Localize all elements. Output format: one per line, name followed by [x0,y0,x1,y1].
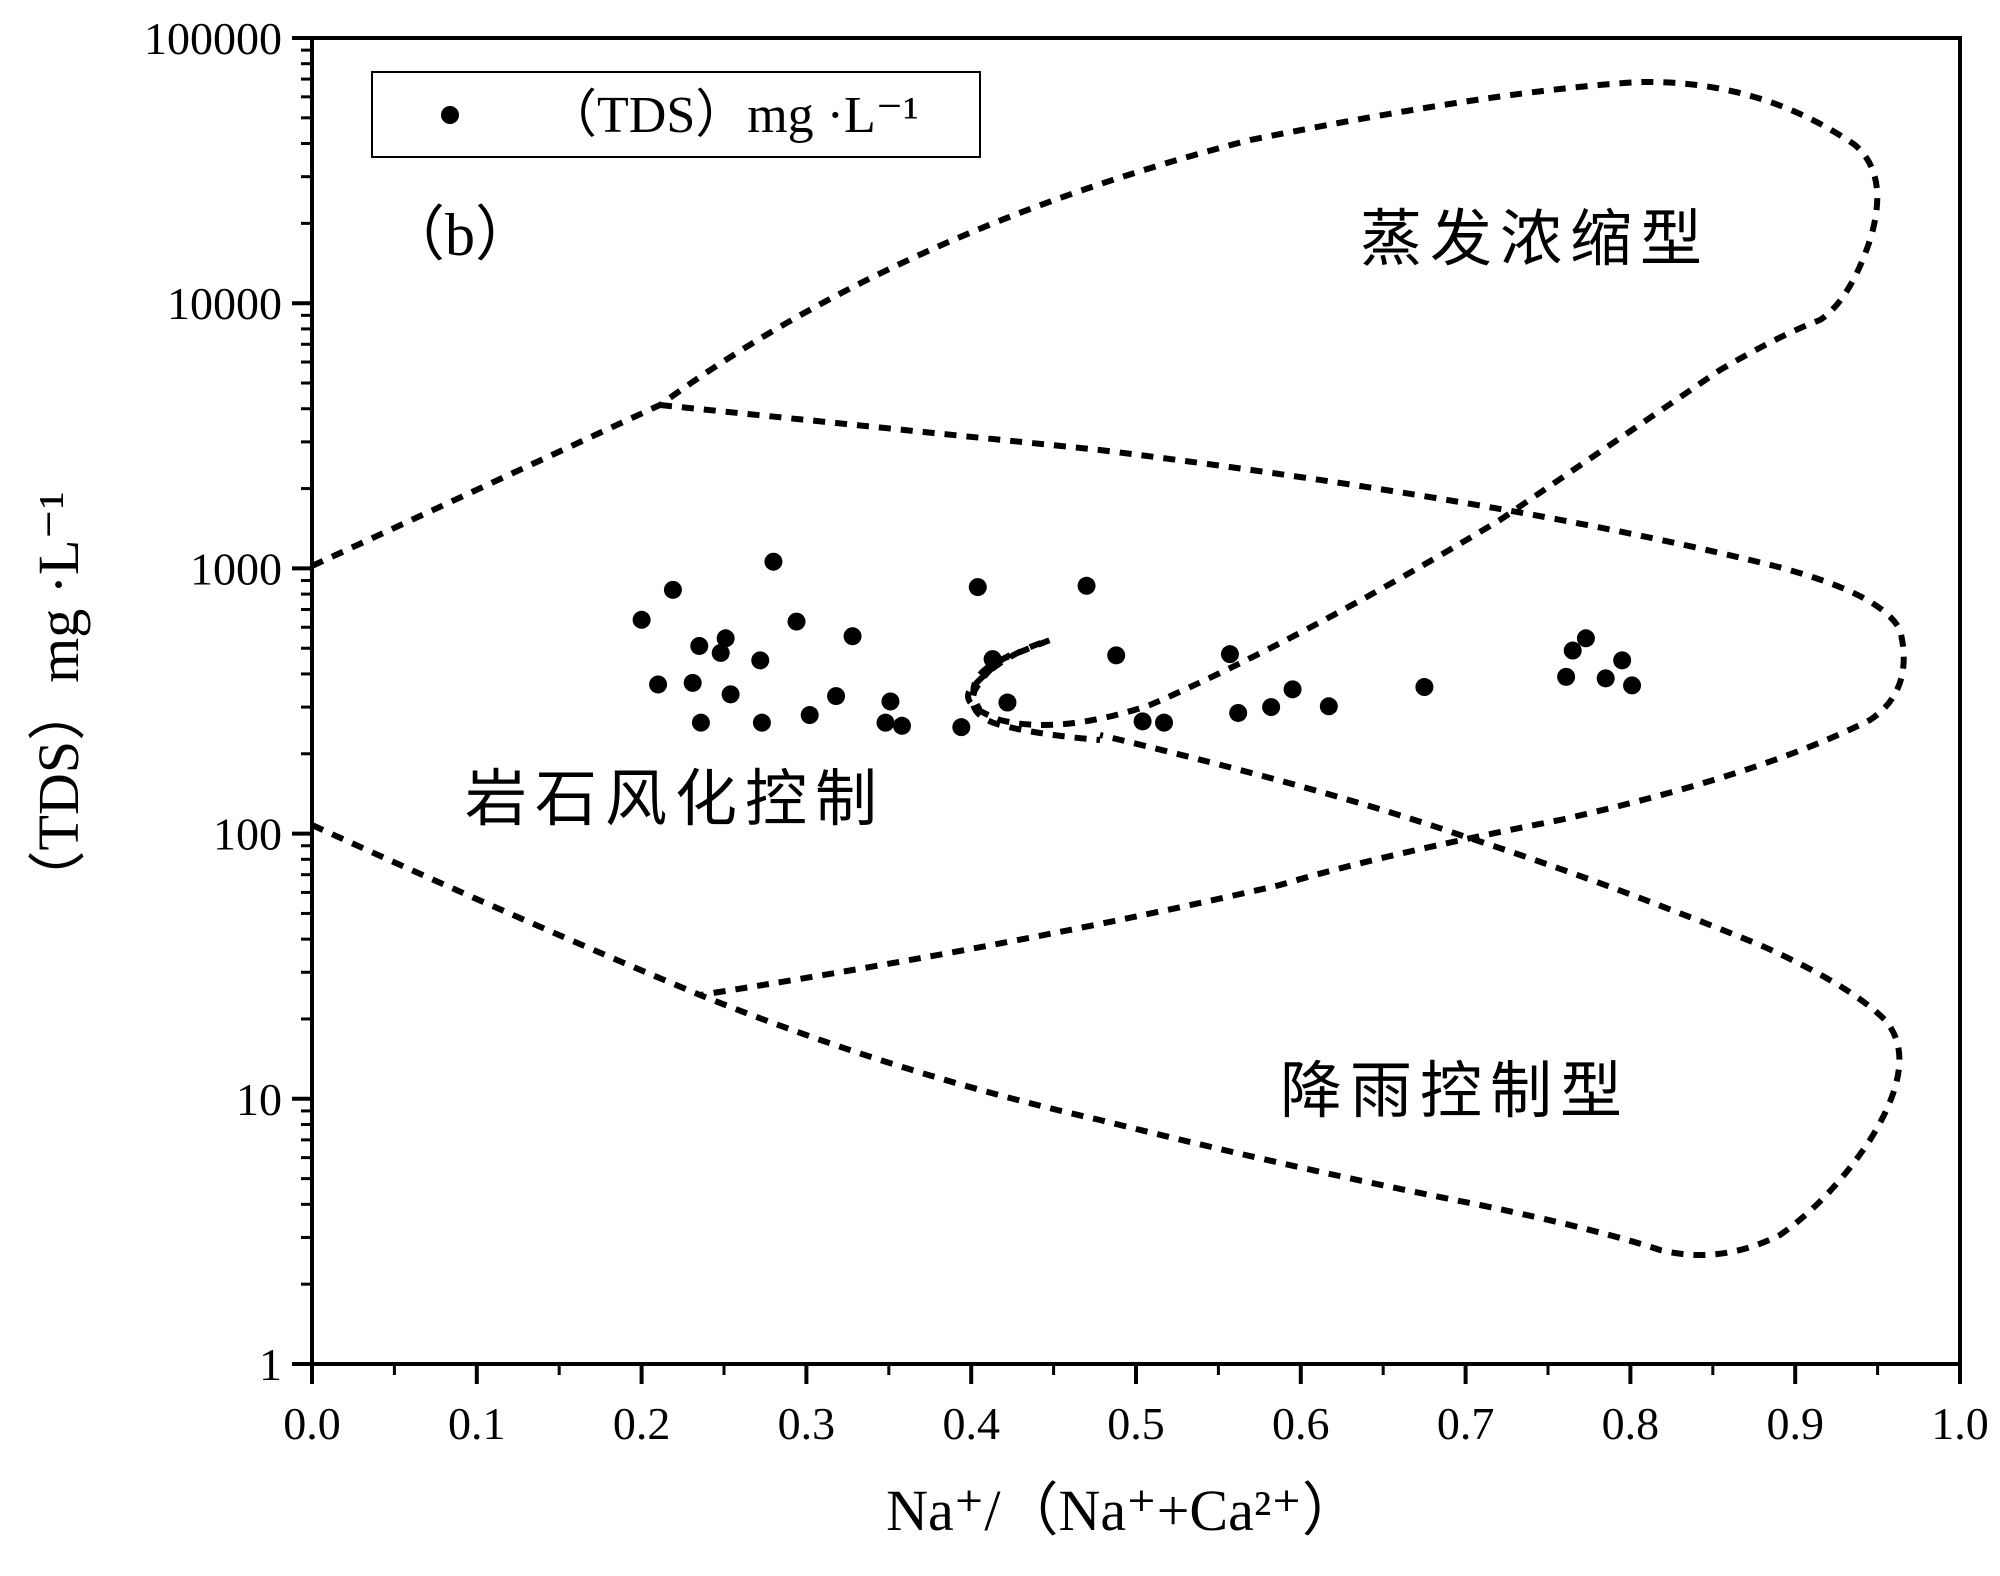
data-point [1319,697,1338,716]
panel-label: （b） [385,202,535,268]
data-point [1563,641,1582,660]
data-point [983,650,1002,669]
data-point [1077,576,1096,595]
rock-weathering-region-outline [659,402,1907,998]
y-tick-label: 100000 [144,13,282,64]
x-tick-label: 0.2 [613,1398,671,1449]
legend: （TDS）mg ·L⁻¹ [371,71,981,158]
x-axis-ticks: 0.0 0.1 0.2 0.3 0.4 0.5 0.6 0.7 0.8 0.9 1.0 [283,1364,1989,1449]
data-point [952,718,971,737]
data-point [998,693,1017,712]
data-point [683,673,702,692]
precipitation-region-label: 降雨控制型 [1280,1054,1630,1127]
y-axis-title: （TDS）mg ·L⁻¹ [26,492,91,909]
data-point [800,706,819,725]
data-point [1133,712,1152,731]
x-tick-label: 0.1 [448,1398,506,1449]
data-point [1107,646,1126,665]
data-point [764,552,783,571]
rock-weathering-inner-outline [969,652,1101,743]
data-point [690,636,709,655]
data-point [1229,703,1248,722]
x-tick-label: 0.9 [1766,1398,1824,1449]
rock-weathering-region-label: 岩石风化控制 [465,762,885,835]
legend-label: （TDS）mg ·L⁻¹ [545,87,919,144]
x-tick-label: 0.0 [283,1398,341,1449]
x-tick-label: 0.4 [942,1398,1000,1449]
y-tick-label: 10 [236,1074,282,1125]
x-tick-label: 0.3 [778,1398,836,1449]
x-tick-label: 0.6 [1272,1398,1330,1449]
legend-box [371,71,981,158]
data-point [1262,698,1281,717]
plot-frame [310,36,1962,1366]
y-tick-label: 100 [213,809,282,860]
legend-marker [441,106,459,124]
data-point [752,713,771,732]
data-points [632,552,1642,737]
evaporation-region-outline [310,78,1881,728]
data-point [1596,669,1615,688]
y-tick-label: 1000 [190,543,282,594]
data-point [1613,651,1632,670]
data-point [716,629,735,648]
x-axis-title: Na⁺/（Na⁺+Ca²⁺） [886,1478,1360,1543]
data-point [1576,629,1595,648]
x-tick-label: 0.5 [1107,1398,1165,1449]
data-point [1623,676,1642,695]
y-tick-label: 10000 [167,278,282,329]
data-point [787,612,806,631]
y-tick-label: 1 [259,1339,282,1390]
data-point [721,685,740,704]
y-axis-ticks: 1 10 100 1000 10000 100000 [144,13,312,1390]
data-point [751,651,770,670]
x-tick-label: 0.8 [1602,1398,1660,1449]
data-point [649,675,668,694]
data-point [1557,667,1576,686]
precipitation-region-outline [310,732,1903,1258]
evaporation-region-label: 蒸发浓缩型 [1360,202,1710,275]
data-point [691,713,710,732]
x-tick-label: 0.7 [1437,1398,1495,1449]
data-point [1220,645,1239,664]
data-point [663,580,682,599]
data-point [1283,680,1302,699]
x-tick-label: 1.0 [1931,1398,1989,1449]
data-point [632,610,651,629]
data-point [827,687,846,706]
data-point [881,692,900,711]
data-point [1155,713,1174,732]
data-point [968,578,987,597]
region-outlines [310,78,1907,1258]
data-point [892,716,911,735]
data-point [876,713,895,732]
data-point [843,627,862,646]
data-point [1415,678,1434,697]
data-point [711,643,730,662]
